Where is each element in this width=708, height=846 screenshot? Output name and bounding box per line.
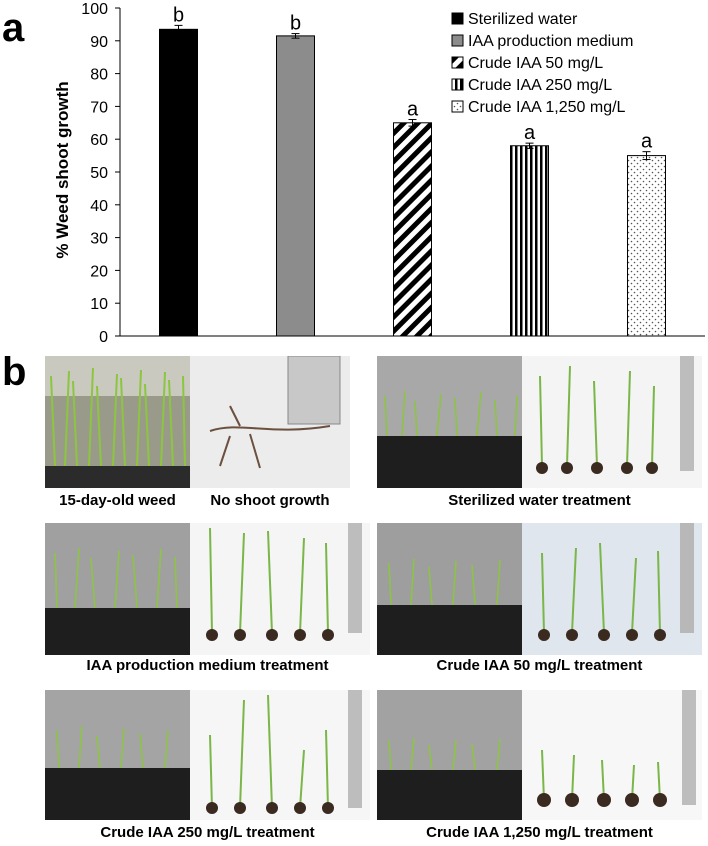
photo-iaa-medium-plants — [190, 523, 370, 655]
significance-letter: b — [173, 4, 184, 26]
photo-sterilized-water-plants — [522, 356, 702, 488]
significance-letter: a — [524, 122, 536, 144]
photo-crude-iaa-50-plants — [522, 523, 702, 655]
significance-letter: b — [290, 13, 301, 35]
y-tick-label: 30 — [90, 231, 108, 248]
caption-crude-iaa-50: Crude IAA 50 mg/L treatment — [436, 657, 643, 674]
y-tick-label: 90 — [90, 34, 108, 51]
photo-crude-iaa-1250-pots — [377, 690, 522, 820]
legend-swatch — [451, 34, 464, 47]
photo-crude-iaa-1250-plants — [522, 690, 702, 820]
photo-no-shoot-growth — [190, 356, 350, 488]
y-tick-label: 20 — [90, 263, 108, 280]
y-axis: 0 10 20 30 40 50 60 70 80 90 100 — [81, 1, 705, 346]
panel-label-a: a — [2, 6, 25, 50]
significance-letter: a — [641, 131, 653, 153]
photo-crude-iaa-250-pots — [45, 690, 190, 820]
bars: b b a a a — [159, 4, 666, 337]
caption-crude-iaa-250: Crude IAA 250 mg/L treatment — [100, 824, 315, 841]
photo-15-day-old-weed — [45, 356, 190, 488]
legend-label: Crude IAA 1,250 mg/L — [468, 99, 626, 116]
y-tick-label: 50 — [90, 165, 108, 182]
y-axis-label: % Weed shoot growth — [53, 81, 72, 258]
bar — [510, 145, 549, 337]
y-tick-label: 0 — [99, 329, 108, 346]
legend-label: Crude IAA 250 mg/L — [468, 77, 612, 94]
legend-label: Sterilized water — [468, 11, 578, 28]
bar — [627, 155, 666, 337]
caption-no-shoot-growth: No shoot growth — [210, 492, 330, 509]
y-tick-label: 70 — [90, 99, 108, 116]
bar — [276, 35, 315, 337]
legend-label: IAA production medium — [468, 33, 633, 50]
y-tick-label: 10 — [90, 296, 108, 313]
panel-label-b: b — [2, 350, 27, 394]
legend: Sterilized water IAA production medium Cru… — [451, 11, 633, 116]
caption-15-day-old-weed: 15-day-old weed — [59, 492, 176, 509]
y-tick-label: 60 — [90, 132, 108, 149]
legend-swatch — [451, 12, 464, 25]
photo-sterilized-water-pots — [377, 356, 522, 488]
significance-letter: a — [407, 99, 419, 121]
photo-crude-iaa-250-plants — [190, 690, 370, 820]
bar-chart: 0 10 20 30 40 50 60 70 80 90 100 b b a a a Sterilized … — [53, 1, 705, 346]
y-tick-label: 100 — [81, 1, 108, 18]
legend-swatch — [451, 100, 464, 113]
bar — [159, 28, 198, 337]
bar — [393, 122, 432, 337]
caption-sterilized-water: Sterilized water treatment — [448, 492, 631, 509]
photo-iaa-medium-pots — [45, 523, 190, 655]
legend-swatch — [451, 56, 464, 69]
y-tick-label: 40 — [90, 198, 108, 215]
photo-crude-iaa-50-pots — [377, 523, 522, 655]
legend-swatch — [451, 78, 464, 91]
y-tick-label: 80 — [90, 67, 108, 84]
caption-iaa-production-medium: IAA production medium treatment — [86, 657, 329, 674]
legend-label: Crude IAA 50 mg/L — [468, 55, 603, 72]
caption-crude-iaa-1250: Crude IAA 1,250 mg/L treatment — [426, 824, 653, 841]
